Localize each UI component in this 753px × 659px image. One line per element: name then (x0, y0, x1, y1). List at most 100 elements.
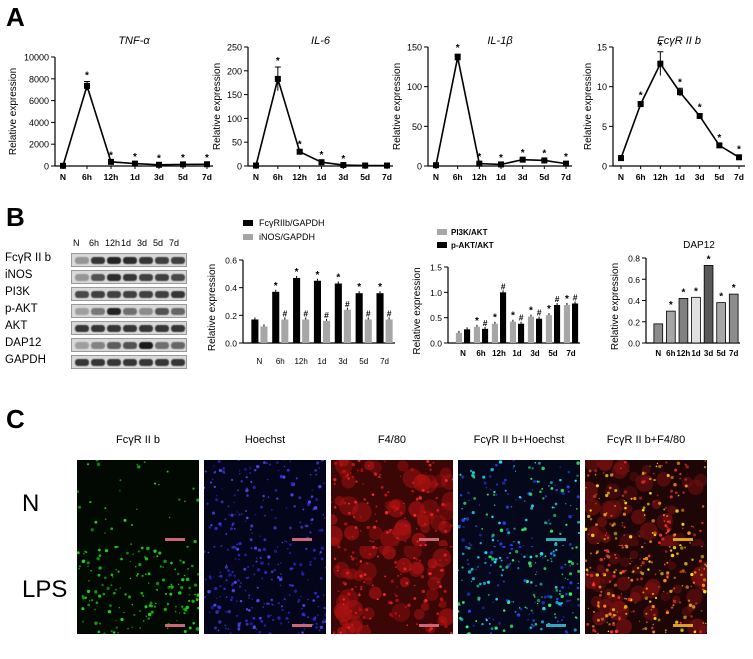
cell-dot (594, 469, 598, 473)
x-tick-label: 6h (276, 357, 285, 366)
cell-dot (620, 467, 622, 470)
cell-dot (283, 460, 285, 462)
cell-dot (192, 621, 195, 625)
x-tick-label: 1d (496, 172, 506, 182)
blot-strip (71, 321, 187, 335)
cell-dot (288, 552, 292, 555)
bar (545, 315, 552, 343)
tissue-blob (687, 479, 704, 495)
cell-dot (519, 608, 523, 611)
significance-star: * (564, 152, 568, 163)
cell-dot (277, 601, 281, 605)
cell-dot (362, 615, 366, 620)
cell-dot (272, 618, 275, 622)
cell-dot (97, 573, 101, 577)
blot-lane-label: 1d (121, 238, 132, 248)
data-point (476, 160, 483, 167)
cell-dot (493, 560, 497, 564)
cell-dot (388, 600, 392, 605)
cell-dot (644, 556, 649, 561)
cell-dot (504, 489, 507, 492)
cell-dot (133, 613, 136, 617)
bar (536, 318, 543, 343)
cell-dot (477, 556, 480, 559)
cell-dot (423, 523, 426, 525)
cell-dot (289, 543, 292, 546)
cell-dot (279, 584, 282, 587)
cell-dot (532, 479, 537, 484)
tissue-blob (667, 505, 677, 515)
blot-band (91, 257, 105, 264)
cell-dot (384, 511, 389, 515)
cell-dot (290, 493, 294, 497)
cell-dot (468, 542, 471, 545)
cell-dot (491, 557, 495, 561)
blot-band (107, 342, 121, 349)
cell-dot (360, 469, 364, 473)
cell-dot (354, 526, 358, 529)
cell-dot (654, 596, 658, 600)
cell-dot (233, 574, 237, 578)
x-tick-label: 1d (317, 172, 327, 182)
cell-dot (492, 601, 495, 604)
significance-star: * (298, 139, 302, 150)
cell-dot (490, 627, 494, 631)
cell-dot (544, 555, 547, 558)
cell-dot (564, 563, 567, 566)
cell-dot (153, 605, 157, 608)
cell-dot (251, 532, 254, 534)
cell-dot (238, 542, 242, 546)
cell-dot (523, 500, 526, 502)
cell-dot (207, 590, 211, 594)
cell-dot (679, 621, 682, 624)
cell-dot (541, 487, 544, 490)
cell-dot (475, 620, 478, 622)
cell-dot (598, 497, 600, 500)
x-tick-label: 6h (273, 172, 283, 182)
cell-dot (651, 531, 654, 534)
cell-dot (284, 540, 286, 542)
cell-dot (528, 492, 533, 496)
cell-dot (370, 540, 373, 543)
cell-dot (682, 491, 685, 494)
cell-dot (306, 502, 311, 507)
cell-dot (535, 571, 538, 573)
tissue-blob (420, 523, 431, 534)
x-tick-label: 12h (472, 172, 487, 182)
cell-dot (349, 472, 352, 475)
x-tick-label: 1d (130, 172, 140, 182)
cell-dot (332, 631, 336, 634)
x-tick-label: 5d (178, 172, 188, 182)
blot-band (75, 257, 89, 264)
cell-dot (693, 630, 697, 634)
cell-dot (636, 566, 640, 570)
data-point (696, 113, 703, 120)
x-tick-label: 5d (548, 349, 557, 358)
cell-dot (187, 567, 189, 570)
cell-dot (648, 560, 651, 563)
cell-dot (606, 555, 611, 559)
cell-dot (683, 546, 687, 549)
cell-dot (518, 495, 522, 499)
significance-star: * (542, 149, 546, 160)
cell-dot (591, 625, 595, 628)
cell-dot (585, 527, 588, 531)
bar (563, 305, 570, 343)
cell-dot (153, 482, 157, 485)
cell-dot (304, 614, 306, 617)
scale-bar (673, 624, 693, 627)
cell-dot (653, 613, 656, 617)
cell-dot (461, 601, 465, 604)
significance-mark: * (565, 294, 569, 305)
blot-row-label: DAP12 (5, 337, 42, 349)
cell-dot (299, 521, 302, 524)
cell-dot (532, 619, 536, 622)
cell-dot (645, 587, 648, 590)
cell-dot (219, 522, 222, 526)
cell-dot (528, 613, 530, 615)
y-axis-label: Relative expression (392, 63, 403, 150)
cell-dot (188, 626, 192, 630)
panel-label-c: C (6, 404, 25, 434)
cell-dot (236, 600, 238, 602)
